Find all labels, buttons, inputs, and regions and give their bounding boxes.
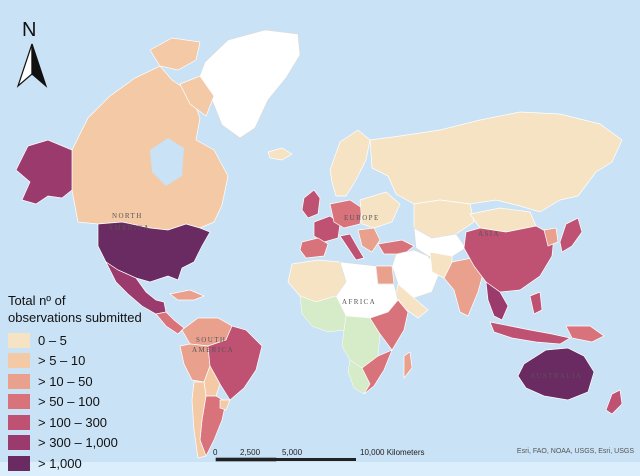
scale-bar-labels: 0 2,500 5,000 10,000 Kilometers [212, 448, 432, 474]
alaska [15, 139, 73, 205]
mexico [105, 260, 167, 315]
north-arrow-icon: N [16, 19, 48, 88]
chile [191, 381, 207, 459]
south-africa [361, 349, 393, 395]
legend-swatch [8, 394, 30, 410]
legend-label: > 50 – 100 [38, 394, 100, 410]
china [463, 225, 555, 293]
russia [369, 111, 623, 213]
italy [339, 233, 365, 261]
australia [517, 347, 595, 401]
legend-swatch [8, 353, 30, 369]
indonesia [489, 321, 571, 345]
label-europe: EUROPE [344, 214, 380, 222]
hudson-bay [150, 138, 184, 186]
legend-label: > 10 – 50 [38, 373, 93, 389]
legend-label: > 300 – 1,000 [38, 435, 118, 451]
label-africa: AFRICA [342, 298, 376, 306]
scandinavia [329, 129, 371, 197]
legend-swatch [8, 373, 30, 389]
balkans [357, 227, 381, 253]
uk-ireland [301, 189, 321, 219]
label-australia: AUSTRALIA [530, 372, 582, 380]
legend-label: 0 – 5 [38, 332, 67, 348]
legend-item: > 10 – 50 [8, 371, 178, 392]
egypt [375, 265, 395, 285]
legend-swatch [8, 435, 30, 451]
legend-item: 0 – 5 [8, 330, 178, 351]
scale-tick: 5,000 [282, 448, 303, 457]
indochina [485, 281, 509, 321]
legend-item: > 300 – 1,000 [8, 433, 178, 454]
turkey [377, 239, 415, 255]
korea [543, 227, 559, 247]
label-north-america-2: AMERICA [108, 224, 150, 232]
bottom-shelf [0, 462, 640, 476]
spain-portugal [299, 237, 329, 259]
new-zealand [605, 389, 623, 415]
attribution-text: Esri, FAO, NOAA, USGS, Esri, USGS [516, 448, 634, 455]
caribbean [169, 289, 205, 301]
legend-item: > 50 – 100 [8, 392, 178, 413]
legend-label: > 1,000 [38, 455, 82, 471]
legend-title-line1: Total nº of [8, 293, 66, 308]
japan [559, 217, 583, 253]
label-south-america-2: AMERICA [192, 346, 234, 354]
legend-title-line2: observations submitted [8, 310, 142, 325]
legend-swatch [8, 414, 30, 430]
papua [565, 325, 605, 343]
central-asia [413, 227, 467, 259]
scale-bar [215, 457, 356, 462]
baffin-island [179, 75, 215, 117]
legend-item: > 1,000 [8, 453, 178, 474]
middle-east [391, 249, 441, 299]
legend-item: > 100 – 300 [8, 412, 178, 433]
uruguay [219, 399, 231, 411]
north-arrow-letter: N [22, 19, 36, 41]
scale-tick: 2,500 [240, 448, 261, 457]
label-south-america-1: SOUTH [196, 336, 226, 344]
label-asia: ASIA [478, 230, 500, 238]
philippines [529, 291, 543, 315]
label-north-america-1: NORTH [112, 212, 143, 220]
iceland [267, 147, 293, 161]
eastern-europe [359, 191, 401, 229]
legend-label: > 5 – 10 [38, 353, 86, 369]
legend-item: > 5 – 10 [8, 351, 178, 372]
arctic-islands [149, 37, 201, 71]
legend-title: Total nº of observations submitted [8, 292, 178, 326]
legend-label: > 100 – 300 [38, 414, 108, 430]
legend: Total nº of observations submitted 0 – 5… [8, 292, 178, 474]
legend-swatch [8, 455, 30, 471]
france [313, 215, 341, 243]
pakistan-afghan [429, 251, 453, 279]
legend-swatch [8, 332, 30, 348]
central-europe [329, 199, 363, 229]
scale-tick: 10,000 Kilometers [360, 448, 425, 457]
central-america [155, 311, 185, 335]
madagascar [403, 351, 413, 379]
east-africa [369, 299, 409, 351]
scale-tick: 0 [213, 448, 218, 457]
